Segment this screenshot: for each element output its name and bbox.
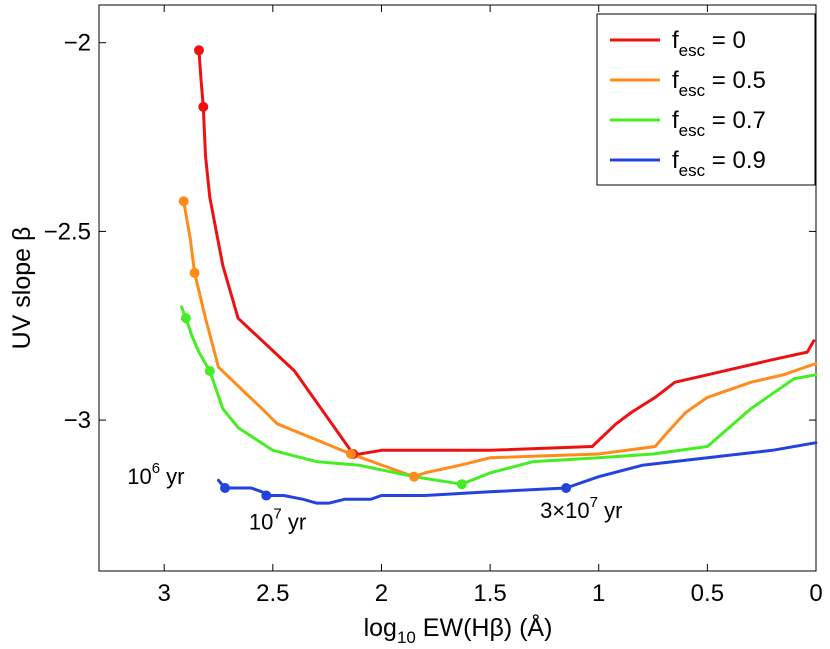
legend-label-1: fesc = 0.5 [672, 67, 766, 100]
series-line-0 [197, 48, 816, 456]
series-marker-3 [220, 482, 231, 493]
series-marker-0 [193, 45, 204, 56]
series-marker-1 [346, 449, 357, 460]
series-marker-2 [204, 366, 215, 377]
x-tick-label: 0.5 [691, 580, 724, 607]
series-marker-1 [178, 196, 189, 207]
x-axis-label: log10 EW(Hβ) (Å) [364, 612, 553, 647]
series-marker-3 [561, 482, 572, 493]
age-annotation: 107 yr [249, 505, 306, 534]
legend: fesc = 0 fesc = 0.5 fesc = 0.7 fesc = 0.9 [596, 13, 816, 186]
series-marker-1 [189, 267, 200, 278]
x-tick-label: 2.5 [256, 580, 289, 607]
y-tick-label: −2 [64, 30, 91, 57]
x-tick-label: 2 [375, 580, 388, 607]
x-tick-label: 0 [809, 580, 822, 607]
series-marker-0 [198, 101, 209, 112]
x-tick-label: 1 [592, 580, 605, 607]
x-tick-label: 3 [158, 580, 171, 607]
legend-label-3: fesc = 0.9 [672, 147, 766, 180]
legend-label-2: fesc = 0.7 [672, 107, 766, 140]
y-tick-label: −2.5 [44, 218, 91, 245]
age-annotation: 3×107 yr [540, 494, 622, 523]
legend-box [596, 13, 816, 186]
y-tick-label: −3 [64, 407, 91, 434]
series-line-1 [182, 199, 818, 479]
series-marker-2 [180, 313, 191, 324]
y-axis-label: UV slope β [8, 227, 36, 350]
series-marker-1 [409, 471, 420, 482]
age-annotation: 106 yr [127, 460, 184, 489]
x-tick-label: 1.5 [473, 580, 506, 607]
series-marker-3 [261, 490, 272, 501]
legend-label-0: fesc = 0 [672, 27, 746, 60]
series-line-3 [217, 441, 818, 505]
series-marker-2 [456, 479, 467, 490]
